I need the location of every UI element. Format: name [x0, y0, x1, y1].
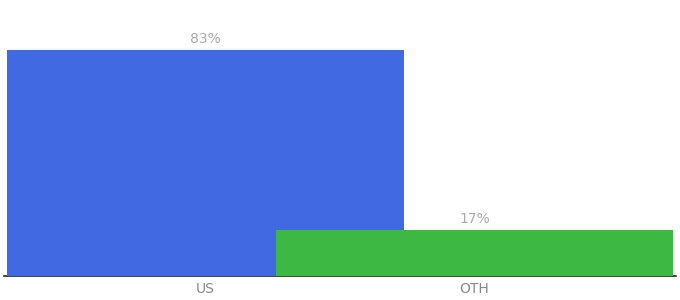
- Bar: [7, 50, 404, 276]
- Text: 17%: 17%: [459, 212, 490, 226]
- Text: 83%: 83%: [190, 32, 221, 46]
- Bar: [276, 230, 673, 276]
